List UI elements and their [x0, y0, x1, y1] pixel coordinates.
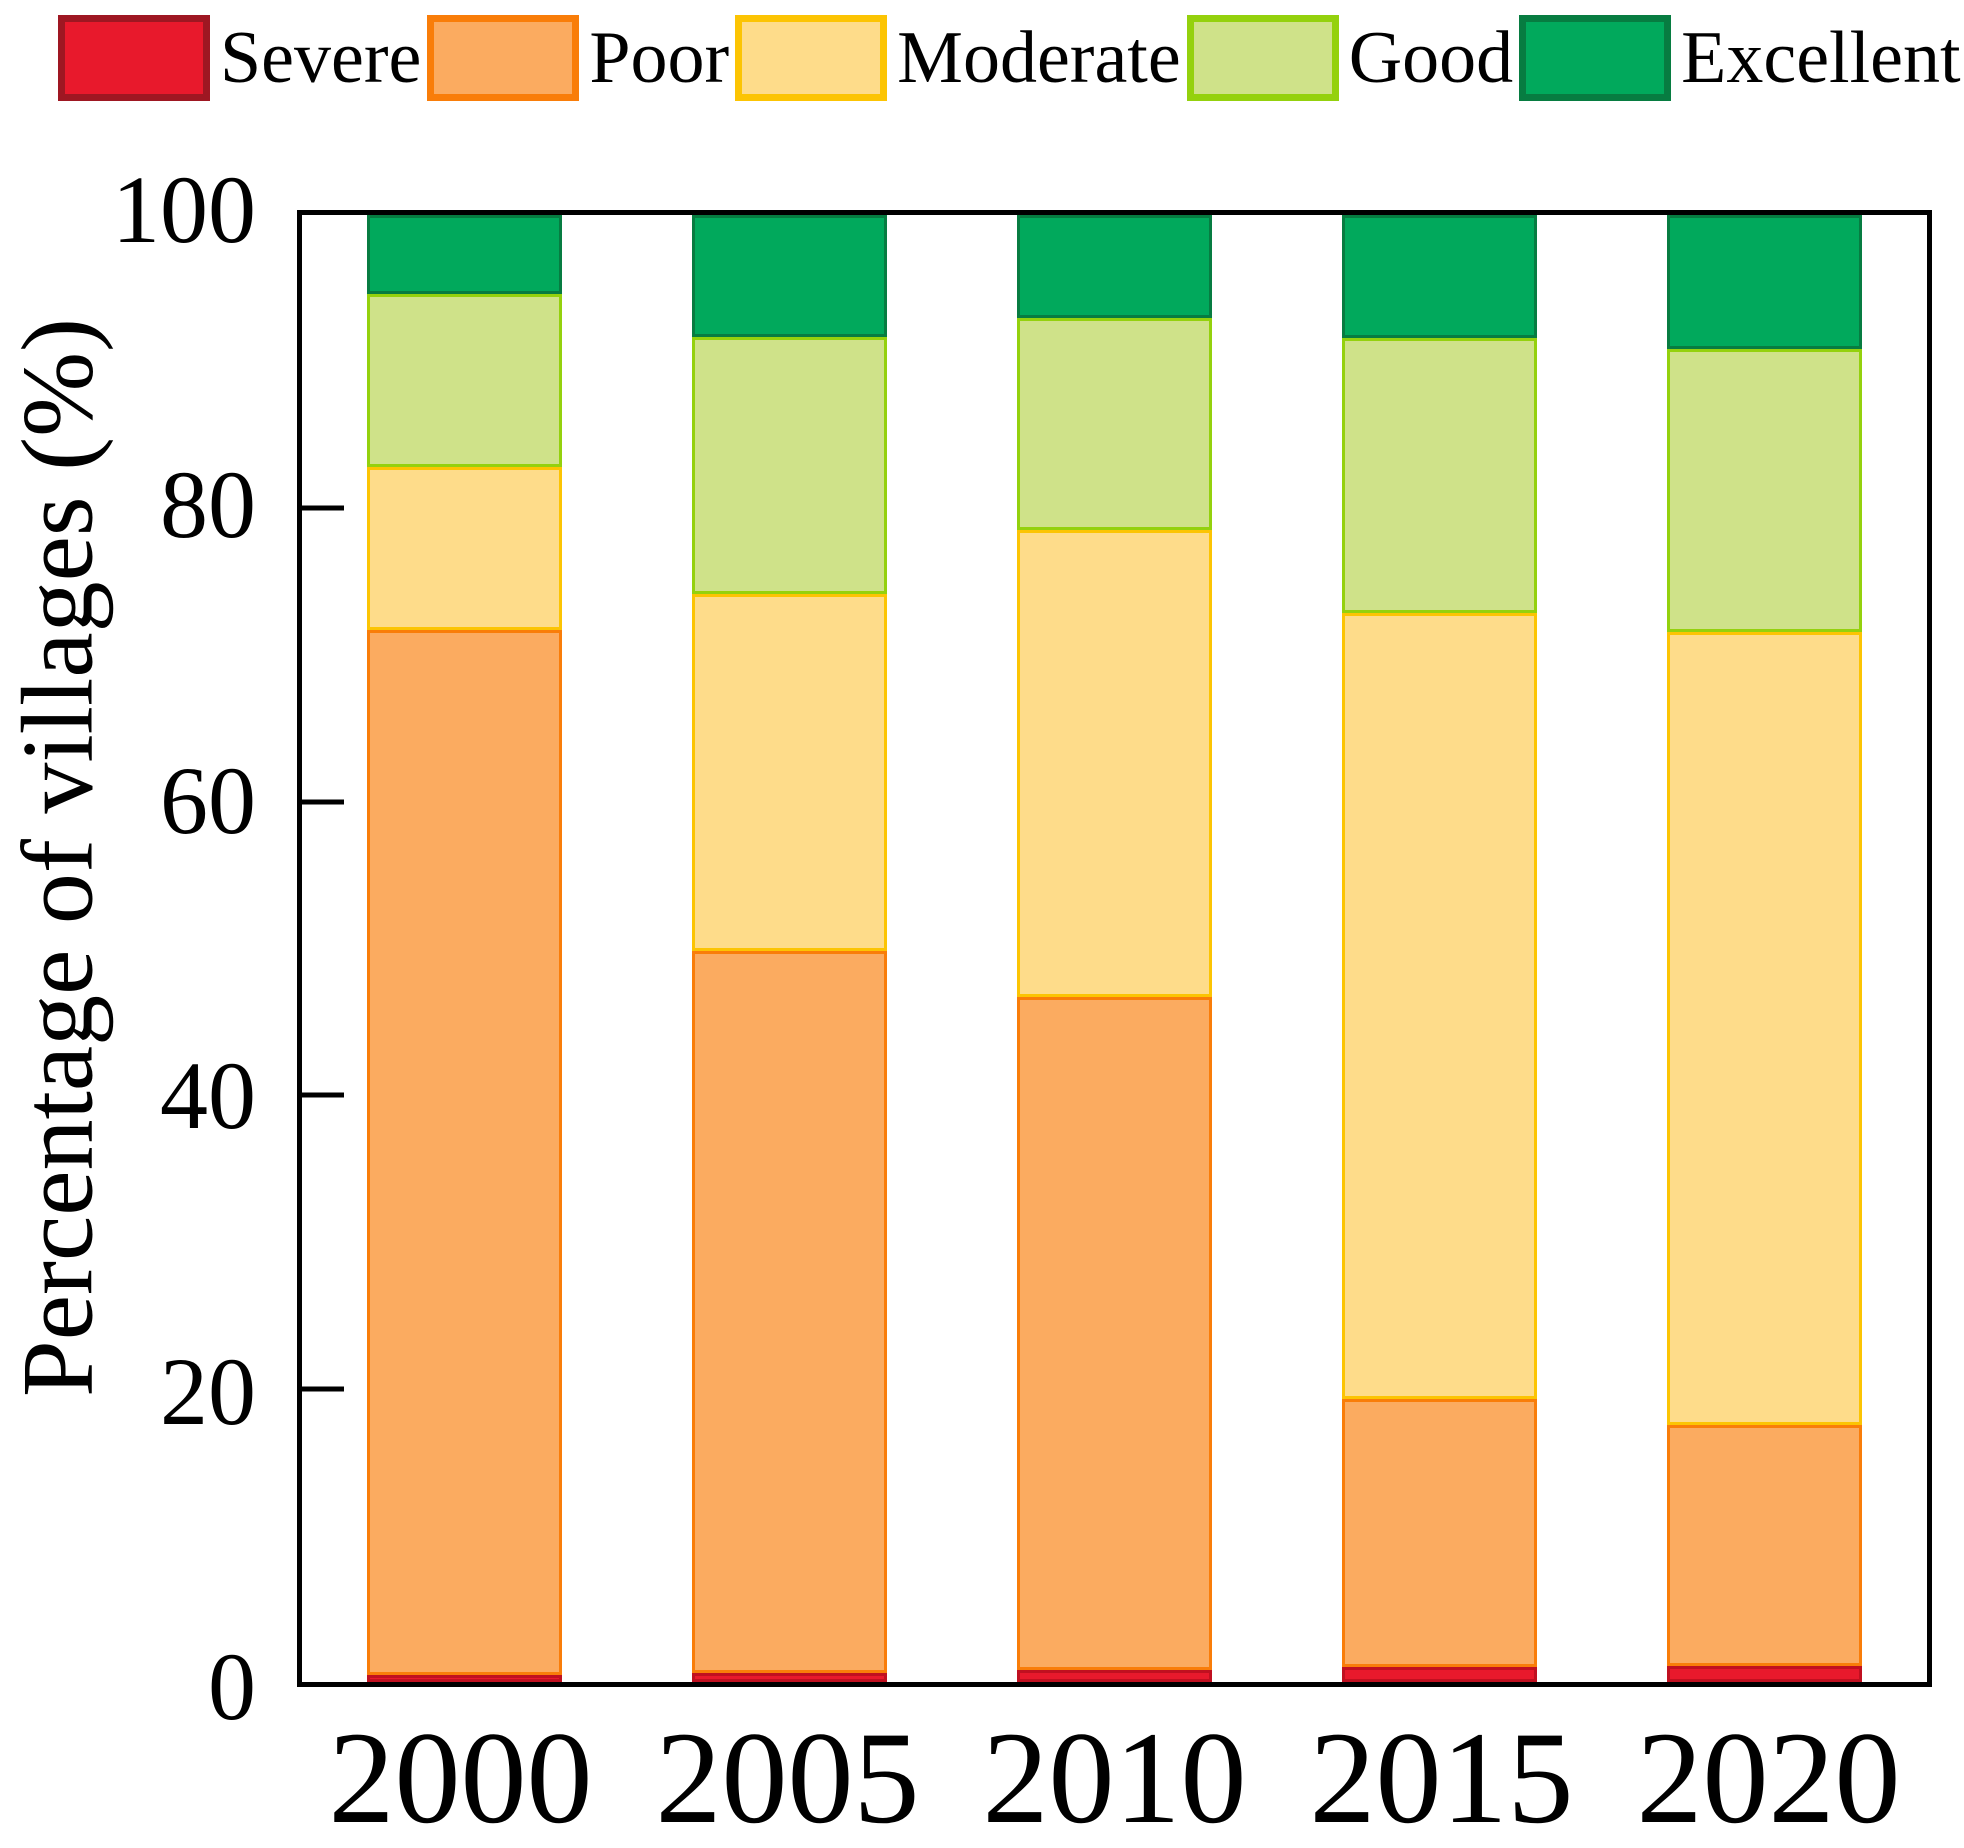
bar-segment-good [1667, 348, 1862, 632]
bar-2005 [692, 215, 887, 1682]
y-tick-label-100: 100 [112, 156, 256, 263]
bar-segment-excellent [1017, 215, 1212, 318]
bar-segment-moderate [1667, 631, 1862, 1426]
bar-segment-moderate [692, 593, 887, 952]
legend-swatch-excellent [1519, 15, 1672, 101]
legend-label: Severe [220, 17, 422, 99]
legend-item-severe: Severe [58, 15, 421, 101]
y-tick-mark-80 [302, 505, 344, 511]
x-tick-label-2005: 2005 [655, 1704, 920, 1848]
y-tick-label-40: 40 [160, 1042, 256, 1150]
y-tick-label-0: 0 [208, 1633, 256, 1740]
bar-2000 [367, 215, 562, 1682]
bar-segment-poor [692, 951, 887, 1674]
bar-2010 [1017, 215, 1212, 1682]
x-tick-label-2015: 2015 [1309, 1704, 1574, 1848]
bar-segment-good [1017, 317, 1212, 531]
bar-segment-poor [1667, 1425, 1862, 1666]
legend-item-excellent: Excellent [1519, 15, 1961, 101]
legend-item-good: Good [1186, 15, 1514, 101]
bar-segment-excellent [1342, 215, 1537, 339]
bar-2020 [1667, 215, 1862, 1682]
y-tick-label-80: 80 [160, 451, 256, 559]
y-tick-mark-40 [302, 1092, 344, 1098]
bar-segment-severe [367, 1674, 562, 1682]
y-tick-mark-60 [302, 799, 344, 805]
bar-segment-severe [1667, 1665, 1862, 1682]
x-tick-label-2010: 2010 [982, 1704, 1247, 1848]
x-tick-label-2000: 2000 [328, 1704, 593, 1848]
bar-segment-moderate [1342, 612, 1537, 1399]
y-tick-label-20: 20 [160, 1337, 256, 1445]
legend-label: Good [1348, 17, 1514, 99]
y-tick-mark-20 [302, 1386, 344, 1392]
legend-label: Excellent [1681, 17, 1961, 99]
legend: Severe Poor Moderate Good Excellent [58, 10, 1961, 106]
bar-segment-excellent [692, 215, 887, 337]
legend-label: Moderate [897, 17, 1181, 99]
bar-segment-moderate [367, 467, 562, 631]
bar-segment-excellent [367, 215, 562, 295]
legend-label: Poor [589, 17, 730, 99]
bar-segment-excellent [1667, 215, 1862, 349]
x-axis-tick-labels: 2000 2005 2010 2015 2020 [297, 1712, 1932, 1848]
legend-swatch-moderate [735, 15, 888, 101]
bar-segment-poor [1017, 996, 1212, 1671]
bar-segment-poor [1342, 1398, 1537, 1668]
y-tick-label-60: 60 [160, 746, 256, 854]
bar-2015 [1342, 215, 1537, 1682]
bar-segment-severe [1342, 1667, 1537, 1682]
legend-swatch-poor [427, 15, 580, 101]
legend-swatch-good [1186, 15, 1339, 101]
bar-segment-moderate [1017, 530, 1212, 997]
bar-segment-good [692, 336, 887, 594]
x-tick-label-2020: 2020 [1636, 1704, 1901, 1848]
bar-segment-good [367, 294, 562, 468]
legend-item-poor: Poor [427, 15, 729, 101]
bar-segment-severe [1017, 1670, 1212, 1682]
bar-segment-good [1342, 338, 1537, 613]
bar-segment-severe [692, 1673, 887, 1682]
legend-item-moderate: Moderate [735, 15, 1181, 101]
plot-area [297, 210, 1932, 1687]
legend-swatch-severe [58, 15, 210, 101]
y-axis-tick-labels: 0 20 40 60 80 100 [0, 162, 270, 1735]
bar-segment-poor [367, 630, 562, 1675]
